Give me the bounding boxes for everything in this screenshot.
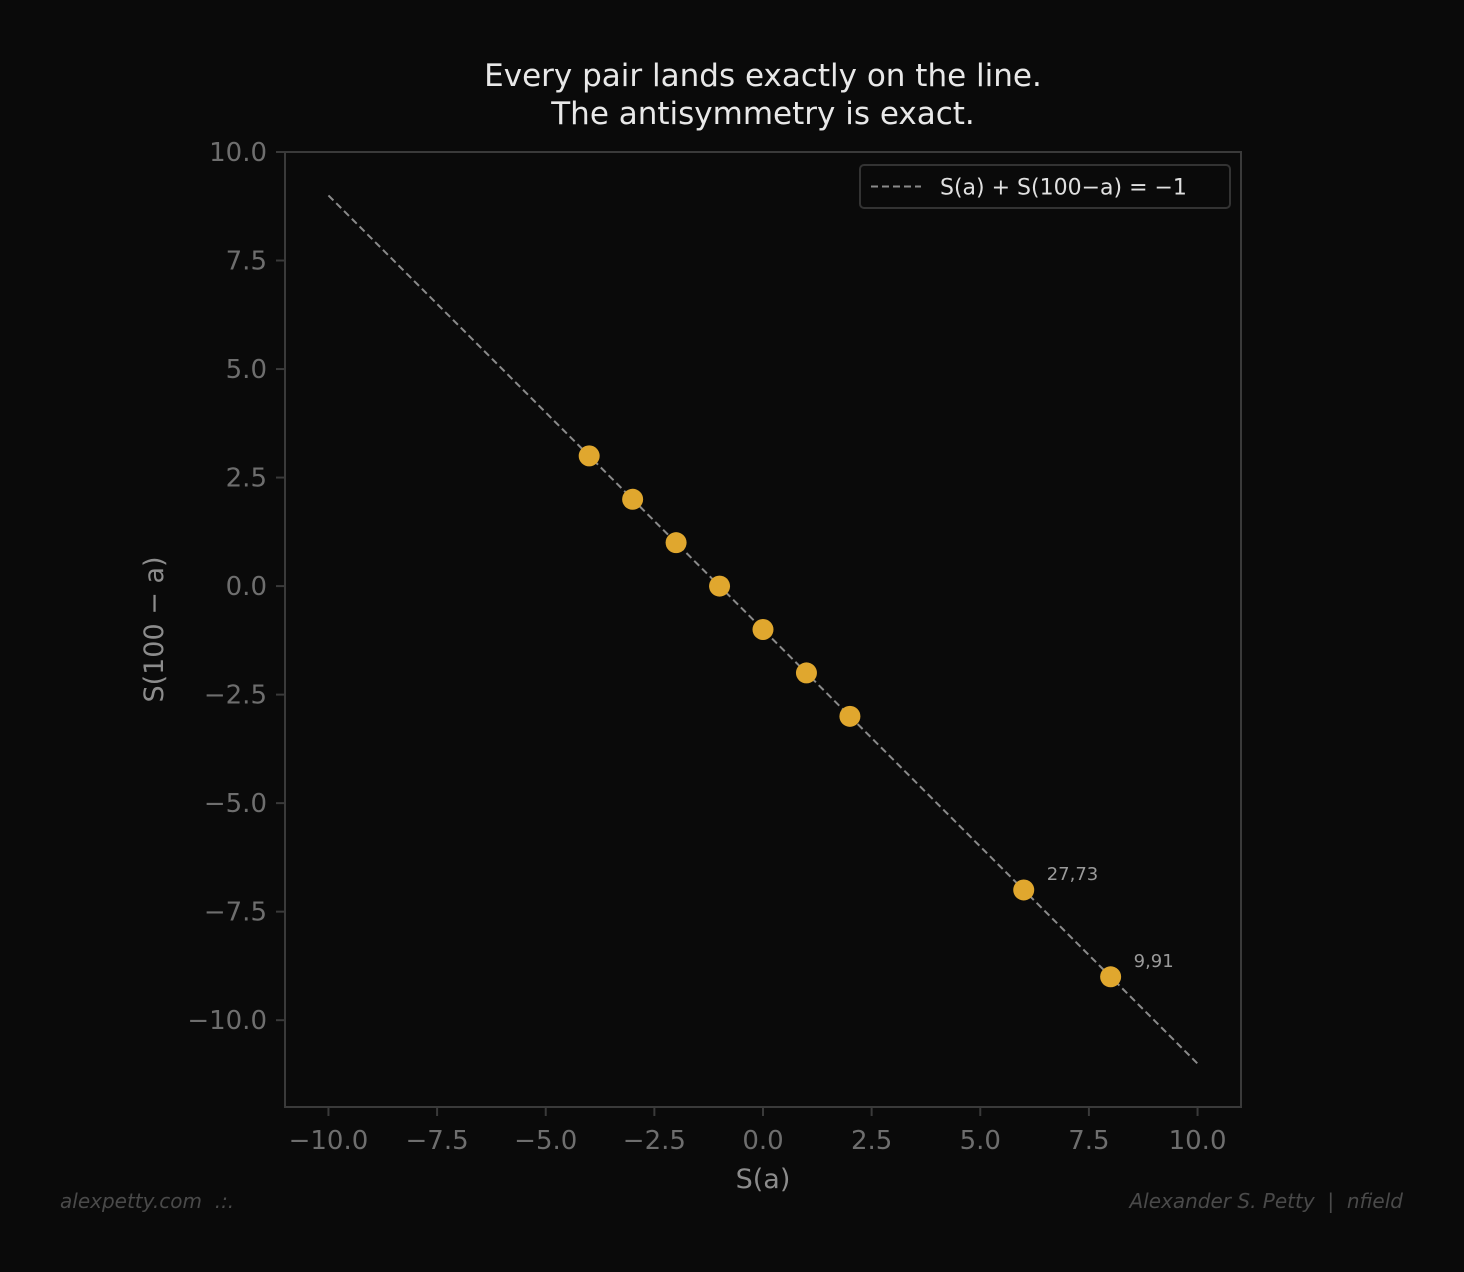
x-tick-label: −2.5 (623, 1126, 686, 1156)
y-tick-label: 7.5 (226, 247, 267, 277)
point-annotation: 9,91 (1134, 951, 1174, 972)
y-tick-label: −5.0 (204, 789, 267, 819)
data-point (795, 662, 817, 684)
x-tick-label: −5.0 (514, 1126, 577, 1156)
y-tick-label: −2.5 (204, 681, 267, 711)
data-point (665, 532, 687, 554)
y-tick-label: −10.0 (187, 1006, 267, 1036)
data-point (1013, 879, 1035, 901)
footer-author-credit: Alexander S. Petty | nfield (1129, 1189, 1403, 1213)
reference-line (327, 194, 1199, 1065)
x-tick-label: 2.5 (851, 1126, 892, 1156)
x-axis-label: S(a) (736, 1164, 791, 1195)
data-point (622, 488, 644, 510)
x-tick-label: −7.5 (406, 1126, 469, 1156)
footer-site-link: alexpetty.com .:. (60, 1189, 235, 1213)
y-tick-label: 5.0 (226, 355, 267, 385)
data-point (578, 445, 600, 467)
data-point (1100, 966, 1122, 988)
chart-title-line-2: The antisymmetry is exact. (550, 96, 975, 132)
y-axis-label: S(100 − a) (139, 556, 170, 702)
y-tick-label: −7.5 (204, 898, 267, 928)
x-tick-label: 0.0 (742, 1126, 783, 1156)
x-tick-label: 5.0 (960, 1126, 1001, 1156)
data-point (752, 619, 774, 640)
data-point (839, 705, 861, 727)
y-tick-label: 0.0 (226, 572, 267, 602)
x-tick-label: −10.0 (289, 1126, 369, 1156)
legend-label: S(a) + S(100−a) = −1 (940, 176, 1187, 201)
y-tick-label: 2.5 (226, 464, 267, 494)
point-annotation: 27,73 (1047, 864, 1099, 885)
legend-box (859, 164, 1231, 209)
y-tick-label: 10.0 (209, 138, 267, 168)
chart-title-line-1: Every pair lands exactly on the line. (484, 58, 1042, 94)
data-point (709, 575, 731, 597)
x-tick-label: 7.5 (1068, 1126, 1109, 1156)
x-tick-label: 10.0 (1169, 1126, 1227, 1156)
